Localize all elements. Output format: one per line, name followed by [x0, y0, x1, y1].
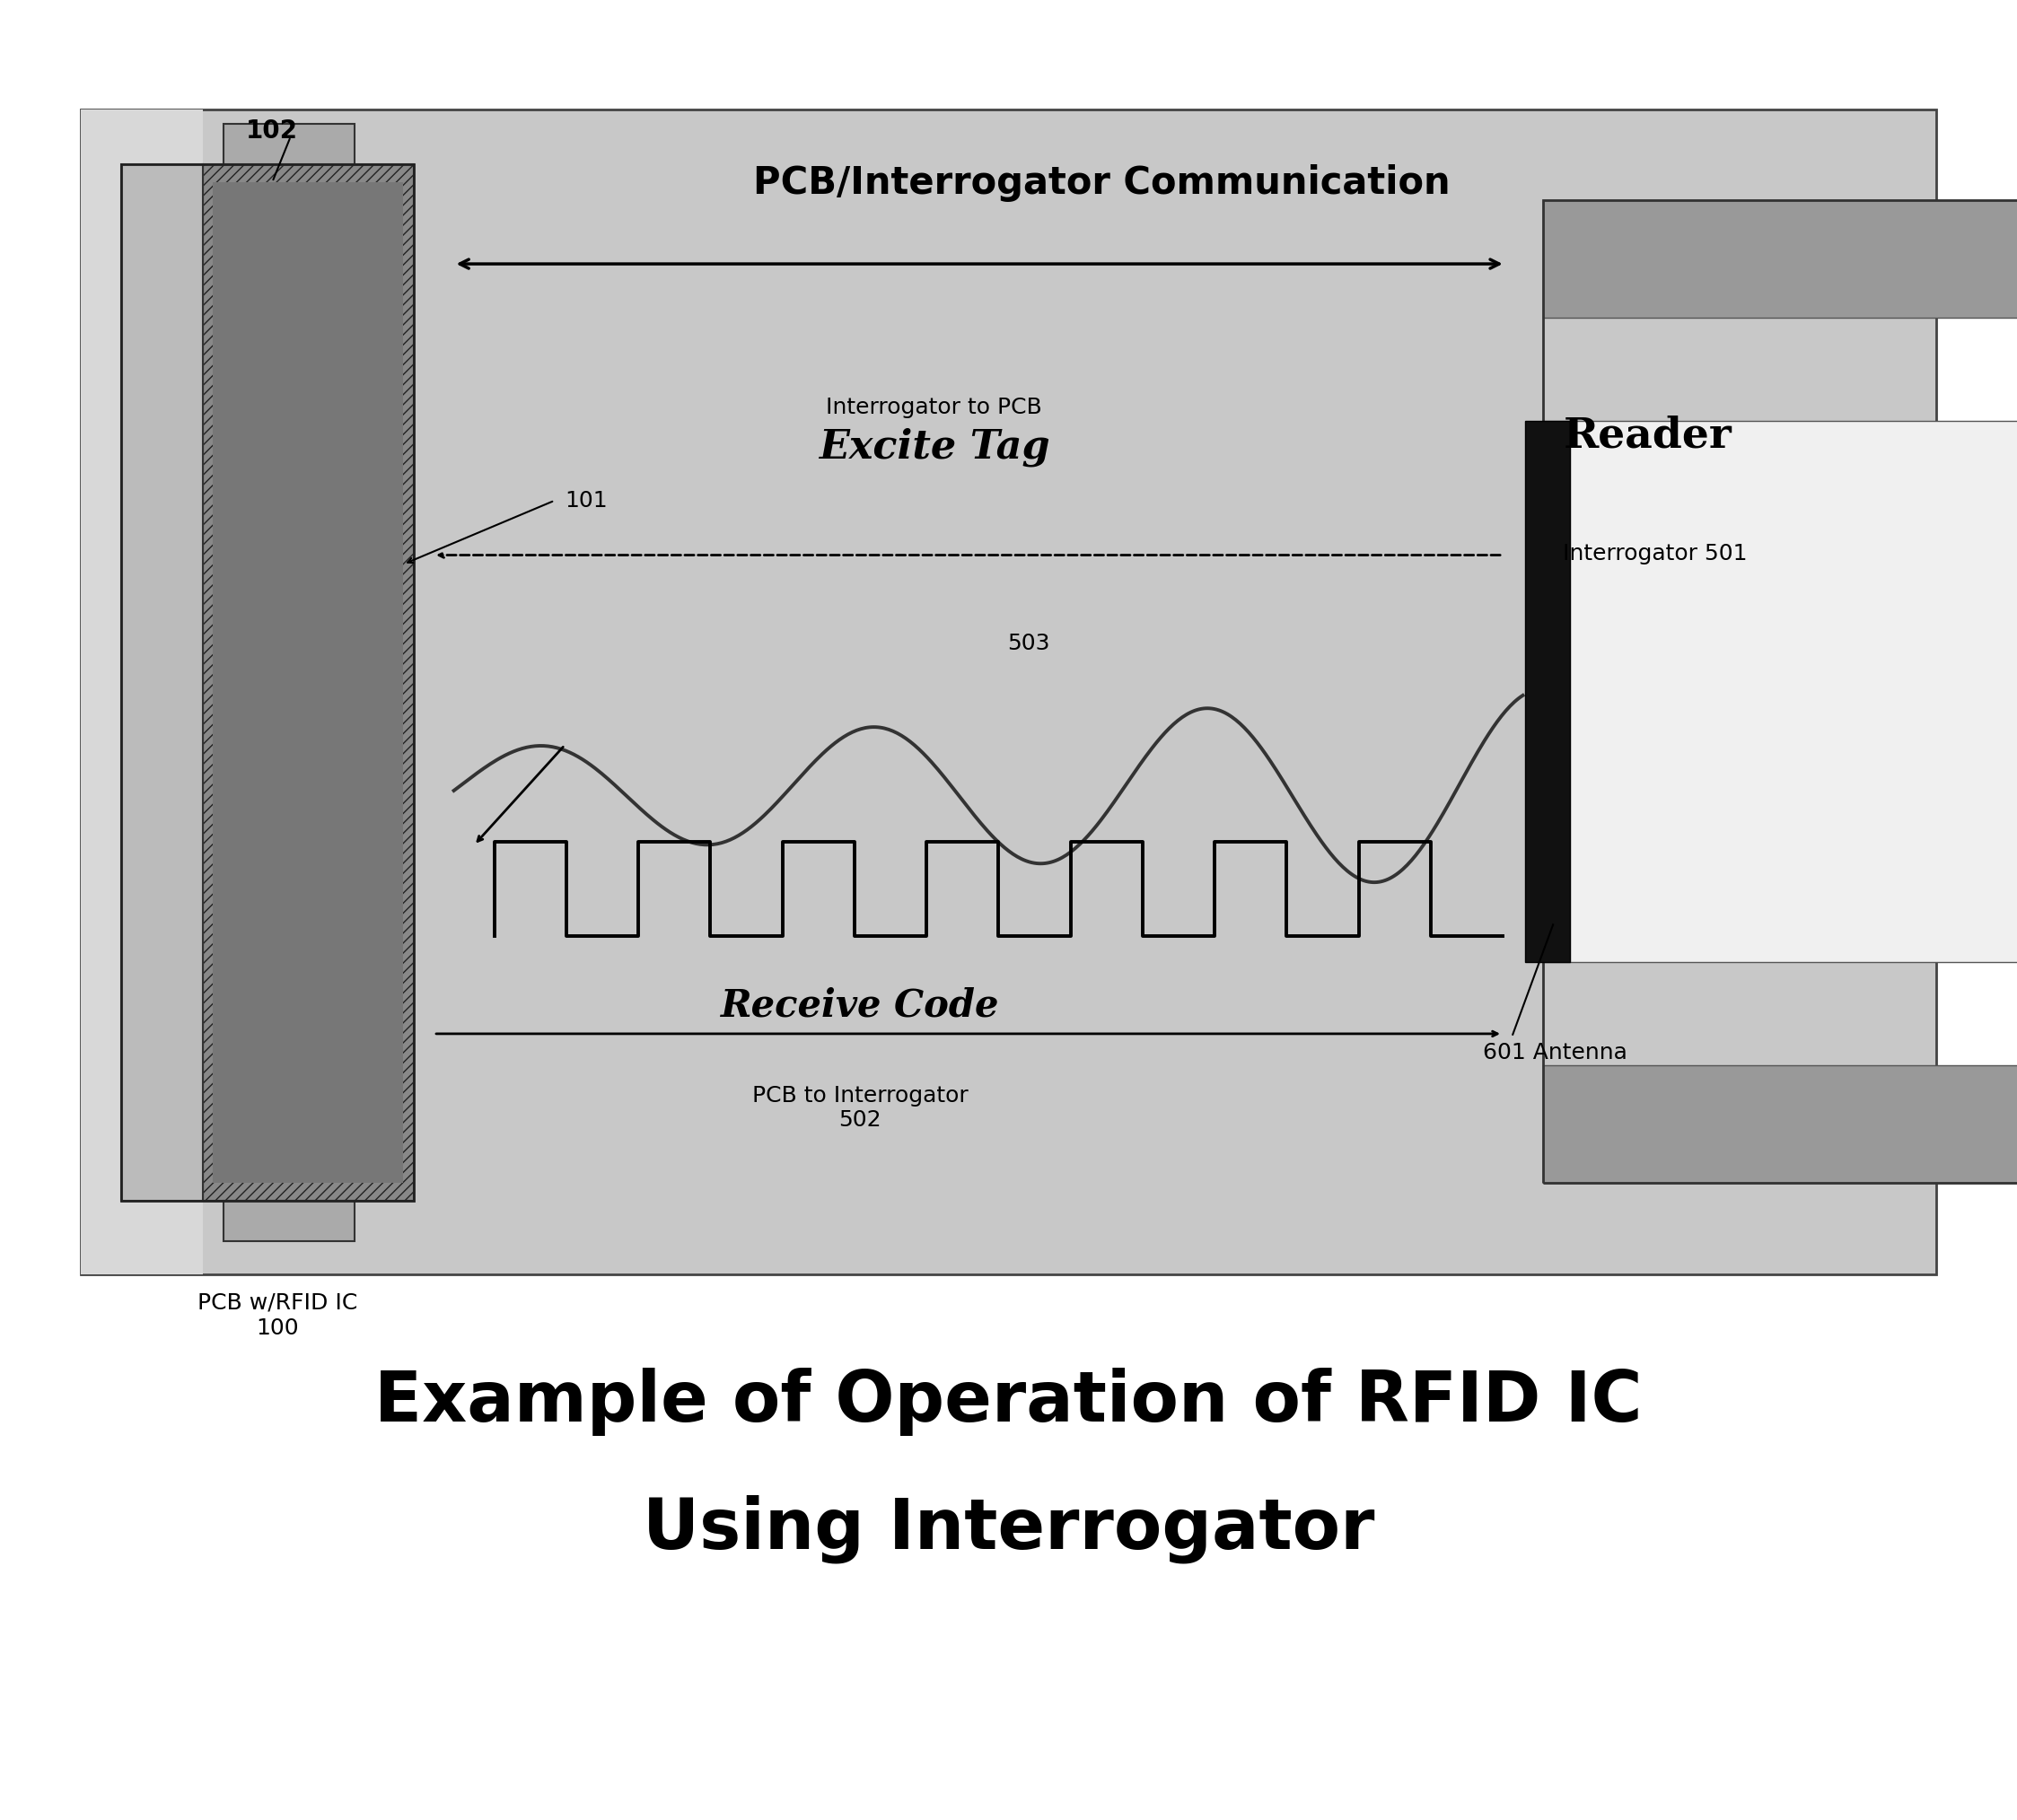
- Text: PCB to Interrogator
502: PCB to Interrogator 502: [752, 1085, 968, 1132]
- Text: Interrogator 501: Interrogator 501: [1563, 542, 1747, 564]
- Bar: [1543, 420, 2017, 961]
- Bar: [204, 164, 413, 1201]
- Text: Receive Code: Receive Code: [720, 986, 998, 1025]
- Bar: [224, 1201, 355, 1241]
- Text: Excite Tag: Excite Tag: [819, 428, 1051, 466]
- Bar: [1525, 420, 1569, 961]
- Bar: [1543, 1065, 2017, 1183]
- Text: PCB/Interrogator Communication: PCB/Interrogator Communication: [752, 164, 1450, 202]
- Bar: [121, 164, 204, 1201]
- Text: 101: 101: [565, 490, 607, 511]
- Bar: [224, 124, 355, 164]
- Text: 503: 503: [1006, 633, 1051, 653]
- Text: Example of Operation of RFID IC: Example of Operation of RFID IC: [375, 1367, 1642, 1436]
- Text: 601 Antenna: 601 Antenna: [1482, 1041, 1628, 1063]
- Bar: [121, 164, 413, 1201]
- Bar: [81, 109, 1936, 1274]
- Bar: [1543, 200, 2017, 318]
- Text: 102: 102: [246, 118, 299, 144]
- Bar: [81, 109, 204, 1274]
- Text: Reader: Reader: [1563, 415, 1733, 457]
- Bar: [1543, 1065, 2017, 1183]
- Text: Interrogator to PCB: Interrogator to PCB: [827, 397, 1043, 419]
- Text: PCB w/RFID IC
100: PCB w/RFID IC 100: [198, 1292, 357, 1340]
- Bar: [1543, 200, 2017, 318]
- Bar: [1543, 200, 2017, 1183]
- Text: Using Interrogator: Using Interrogator: [643, 1494, 1374, 1563]
- Bar: [214, 182, 403, 1183]
